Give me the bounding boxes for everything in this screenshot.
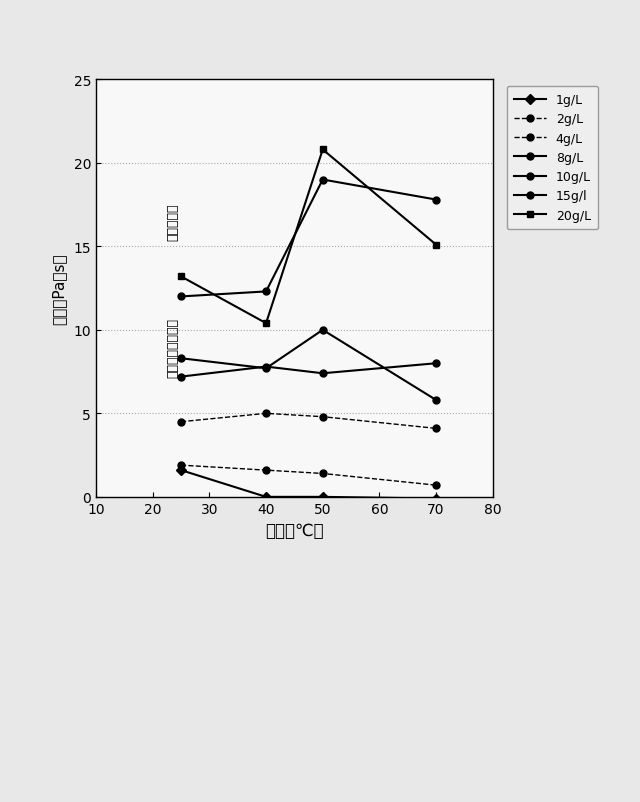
1g/L [432,494,440,504]
20g/L [432,241,440,250]
Legend: 1g/L, 2g/L, 4g/L, 8g/L, 10g/L, 15g/l, 20g/L: 1g/L, 2g/L, 4g/L, 8g/L, 10g/L, 15g/l, 20… [507,87,598,229]
Text: マヨネーズ: マヨネーズ [166,203,179,241]
Line: 1g/L: 1g/L [177,467,440,502]
Line: 20g/L: 20g/L [177,147,440,327]
4g/L [319,412,326,422]
20g/L [319,145,326,155]
15g/l [262,287,270,297]
20g/L [177,272,185,282]
4g/L [177,417,185,427]
Line: 15g/l: 15g/l [177,176,440,301]
2g/L [262,466,270,476]
2g/L [432,480,440,490]
15g/l [177,292,185,302]
8g/L [177,372,185,382]
10g/L [432,395,440,405]
1g/L [262,492,270,502]
15g/l [432,196,440,205]
4g/L [262,409,270,419]
2g/L [177,460,185,470]
4g/L [432,424,440,434]
10g/L [177,354,185,363]
1g/L [319,492,326,502]
Line: 2g/L: 2g/L [177,462,440,489]
Line: 8g/L: 8g/L [177,360,440,381]
2g/L [319,469,326,479]
8g/L [432,359,440,369]
Text: トマトケチャップ: トマトケチャップ [166,317,179,377]
8g/L [319,369,326,379]
X-axis label: 温度（℃）: 温度（℃） [265,521,324,540]
10g/L [262,364,270,374]
Line: 10g/L: 10g/L [177,327,440,404]
Y-axis label: 粘度（Paシs）: 粘度（Paシs） [52,253,67,325]
8g/L [262,363,270,372]
20g/L [262,319,270,329]
Line: 4g/L: 4g/L [177,411,440,432]
10g/L [319,326,326,335]
1g/L [177,466,185,476]
15g/l [319,176,326,185]
